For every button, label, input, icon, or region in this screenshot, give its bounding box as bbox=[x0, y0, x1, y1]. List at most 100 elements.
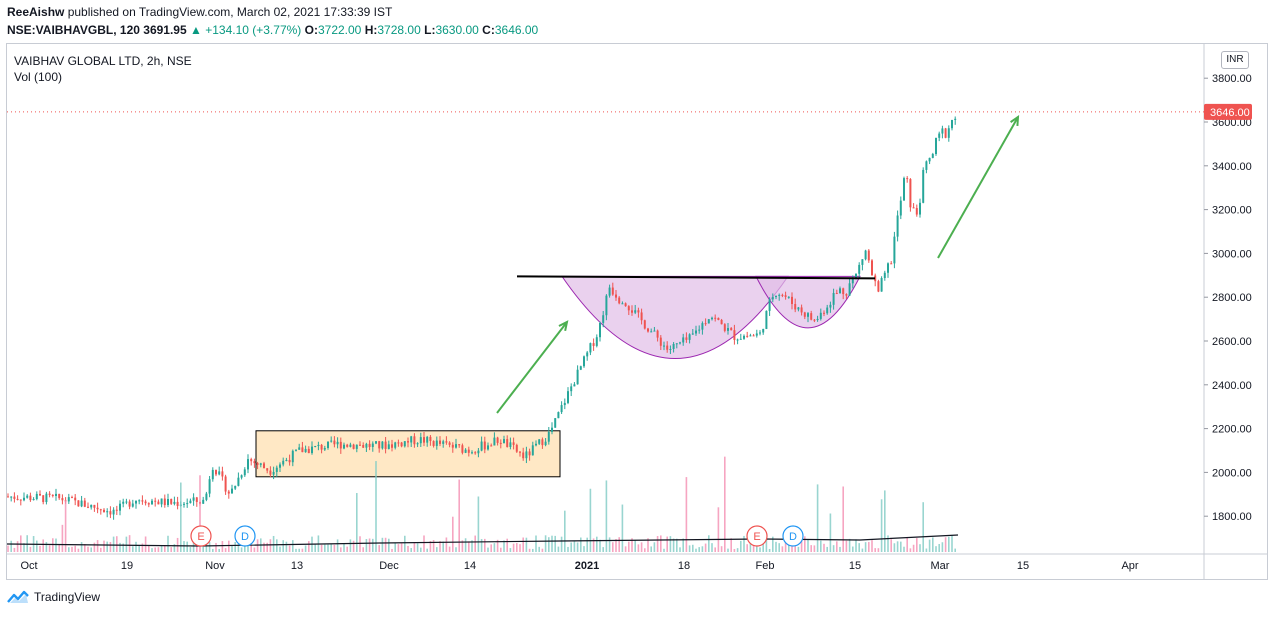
x-tick-label: 14 bbox=[464, 560, 476, 572]
volume-bar bbox=[160, 545, 163, 552]
volume-bar bbox=[327, 544, 329, 552]
candle-body bbox=[474, 452, 477, 454]
volume-bar bbox=[77, 548, 80, 552]
candle-body bbox=[707, 319, 710, 324]
volume-bar bbox=[349, 539, 352, 552]
trend-arrow-2-head bbox=[1010, 115, 1020, 127]
candle-body bbox=[592, 343, 595, 346]
volume-bar bbox=[436, 547, 438, 552]
volume-bar bbox=[775, 541, 777, 552]
volume-bar bbox=[724, 456, 726, 552]
candle-body bbox=[810, 313, 813, 320]
candle-body bbox=[464, 449, 467, 453]
volume-bar bbox=[218, 548, 220, 552]
candle-body bbox=[922, 169, 925, 203]
candle-body bbox=[195, 497, 198, 502]
y-tick-label: 3200.00 bbox=[1212, 205, 1252, 217]
volume-bar bbox=[39, 545, 41, 552]
candle-body bbox=[567, 391, 569, 403]
volume-bar bbox=[64, 500, 67, 552]
candle-body bbox=[480, 441, 483, 451]
volume-bar bbox=[829, 513, 832, 552]
volume-bar bbox=[890, 539, 892, 552]
candle-body bbox=[717, 317, 720, 320]
candle-body bbox=[794, 304, 797, 310]
candle-body bbox=[871, 260, 873, 276]
candle-body bbox=[413, 436, 416, 445]
volume-bar bbox=[519, 544, 521, 552]
candle-body bbox=[205, 493, 208, 500]
event-marker-label: D bbox=[789, 531, 797, 543]
candle-body bbox=[912, 207, 915, 209]
candle-body bbox=[400, 442, 403, 447]
candle-body bbox=[688, 334, 691, 340]
candle-body bbox=[877, 281, 880, 292]
candle-body bbox=[615, 294, 617, 298]
candle-body bbox=[160, 498, 163, 505]
author-name: ReeAishw bbox=[7, 5, 65, 19]
volume-bar bbox=[816, 484, 819, 552]
candle-body bbox=[311, 446, 313, 454]
volume-bar bbox=[452, 516, 454, 552]
candle-body bbox=[861, 259, 864, 265]
candle-body bbox=[563, 402, 566, 406]
volume-bar bbox=[400, 543, 403, 552]
candle-body bbox=[768, 299, 771, 311]
volume-bar bbox=[948, 536, 950, 552]
candle-body bbox=[800, 307, 803, 313]
volume-bar bbox=[416, 543, 419, 552]
volume-bar bbox=[199, 475, 201, 552]
volume-bar bbox=[679, 547, 681, 552]
volume-bar bbox=[304, 545, 307, 552]
currency-button[interactable]: INR bbox=[1221, 51, 1249, 69]
candle-body bbox=[346, 444, 349, 447]
volume-bar bbox=[797, 546, 800, 552]
candle-body bbox=[483, 441, 486, 450]
volume-bar bbox=[733, 548, 736, 552]
candle-body bbox=[282, 460, 285, 465]
candle-body bbox=[659, 337, 662, 346]
volume-bar bbox=[362, 547, 364, 552]
candle-body bbox=[263, 463, 265, 469]
candle-body bbox=[151, 500, 153, 505]
candle-body bbox=[835, 292, 838, 294]
candle-body bbox=[429, 436, 432, 442]
volume-bar bbox=[301, 548, 304, 552]
candle-body bbox=[525, 451, 528, 459]
candle-body bbox=[218, 471, 221, 475]
candle-body bbox=[362, 445, 365, 448]
candle-body bbox=[938, 133, 941, 138]
candle-body bbox=[147, 503, 150, 505]
volume-bar bbox=[269, 539, 272, 552]
candle-body bbox=[339, 441, 342, 449]
candle-body bbox=[928, 157, 931, 162]
volume-bar bbox=[122, 543, 124, 552]
candle-body bbox=[279, 464, 281, 468]
volume-bar bbox=[848, 538, 851, 552]
volume-bar bbox=[340, 547, 342, 552]
candle-body bbox=[336, 441, 339, 445]
candle-body bbox=[13, 496, 16, 499]
candle-body bbox=[883, 272, 886, 279]
chart-panel[interactable] bbox=[6, 43, 1268, 580]
x-tick-label: Apr bbox=[1121, 560, 1138, 572]
y-tick-label: 3400.00 bbox=[1212, 161, 1252, 173]
volume-bar bbox=[544, 535, 547, 552]
volume-bar bbox=[253, 547, 256, 552]
candle-body bbox=[77, 500, 80, 507]
event-marker bbox=[782, 525, 804, 547]
volume-bar bbox=[615, 539, 617, 552]
candle-body bbox=[880, 278, 883, 292]
volume-bar bbox=[189, 547, 192, 552]
candle-body bbox=[317, 444, 320, 446]
volume-bar bbox=[535, 535, 537, 552]
candle-body bbox=[112, 509, 115, 515]
candle-body bbox=[695, 330, 697, 334]
volume-bar bbox=[941, 542, 944, 552]
volume-bar bbox=[730, 538, 732, 552]
candle-body bbox=[896, 215, 899, 237]
candle-body bbox=[602, 315, 605, 323]
candle-body bbox=[183, 503, 185, 505]
footer: TradingView bbox=[7, 590, 100, 604]
